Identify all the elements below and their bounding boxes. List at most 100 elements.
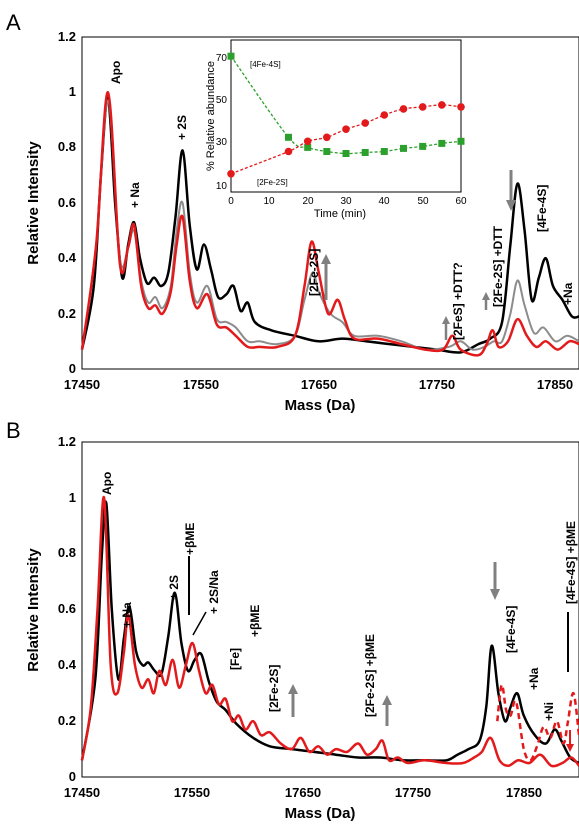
inset-chart: 10 30 50 70 0 10 20 30 40 50 60 Time (mi… [205,39,467,220]
inset-point-green [361,149,369,156]
annotation-apo: Apo [109,61,123,84]
panel-b-y-ticks: 0 0.2 0.4 0.6 0.8 1 1.2 [58,434,77,784]
annotation-2fes-dtt: [2FeS] +DTT? [451,262,465,340]
inset-point-red [323,133,331,142]
panel-b-ytick: 1 [69,490,76,505]
panel-b-series-black-0 [80,500,579,765]
inset-point-green [438,139,446,147]
annotation-2fe-2s: [2Fe-2S] [307,249,321,296]
inset-ylabel: % Relative abundance [205,61,217,171]
inset-xtick: 10 [263,196,275,207]
inset-xtick: 30 [340,196,352,207]
annotation-2fe-2s-b: [2Fe-2S] [267,665,281,712]
inset-xtick: 20 [302,196,314,207]
panel-a-series [80,91,579,357]
up-arrow-icon [382,695,392,726]
panel-b-xtick: 17450 [64,785,100,800]
inset-point-green [400,144,407,152]
annotation-apo-b: Apo [100,472,114,495]
annotation-ni: +Ni [542,702,556,721]
panel-b-ytick: 0.6 [58,601,76,616]
panel-b-ytick: 0.4 [58,657,77,672]
inset-point-red [418,103,427,111]
down-arrow-icon [506,170,516,211]
panel-b-series-red-1 [80,496,579,768]
panel-b-series-red-dashed-2 [496,683,579,762]
panel-a-series-red-2 [80,91,579,357]
panel-a-ytick: 0.6 [58,195,76,210]
inset-point-green [227,52,235,60]
inset-xtick: 60 [455,196,467,207]
panel-b-xlabel: Mass (Da) [285,805,356,822]
inset-frame [230,39,462,193]
inset-point-green [342,150,350,157]
inset-point-red [284,147,293,156]
inset-point-red [342,125,350,133]
inset-xtick: 0 [228,196,234,207]
panel-a-xtick: 17650 [301,377,337,392]
panel-b-series [80,496,579,768]
inset-point-green [457,137,465,145]
panel-a-ylabel: Relative Intensity [25,141,42,265]
panel-a-ytick: 0.2 [58,306,76,321]
inset-ytick: 30 [216,137,228,148]
panel-b-ytick: 1.2 [58,434,76,449]
panel-b-xtick: 17550 [174,785,210,800]
inset-point-green [304,143,312,151]
up-arrow-icon [482,292,490,310]
annotation-na: + Na [128,182,142,208]
panel-a-letter: A [6,10,21,35]
inset-point-red [399,105,408,113]
inset-xlabel: Time (min) [314,208,366,220]
panel-a: A 0 0.2 0.4 0.6 0.8 1 1.2 17450 17550 17… [6,10,579,414]
inset-series [227,52,465,178]
inset-xtick: 40 [378,196,390,207]
annotation-4fe-4s-b: [4Fe-4S] [504,606,518,653]
panel-b-x-ticks: 17450 17550 17650 17750 17850 [64,785,542,800]
down-arrow-icon [566,730,574,752]
panel-b-plot-frame [81,441,579,778]
panel-a-ytick: 0.8 [58,139,76,154]
panel-a-ytick: 0.4 [58,250,77,265]
annotation-4fe-4s-bme: [4Fe-4S] +βME [564,521,578,604]
panel-b: B 0 0.2 0.4 0.6 0.8 1 1.2 17450 17550 17… [6,418,579,822]
inset-point-green [380,148,388,155]
inset-point-red [303,137,312,146]
annotation-2fe-2s-bme: [2Fe-2S] +βME [363,634,377,717]
annotation-2fe-2s-dtt: [2Fe-2S] +DTT [491,225,505,307]
inset-point-green [323,148,331,155]
panel-a-xlabel: Mass (Da) [285,397,356,414]
panel-b-xtick: 17750 [395,785,431,800]
panel-a-plot-frame [81,36,579,370]
annotation-2s-b: + 2S [167,575,181,600]
panel-b-ytick: 0.8 [58,545,76,560]
down-arrow-icon [490,562,500,600]
panel-b-xtick: 17850 [506,785,542,800]
panel-a-y-ticks: 0 0.2 0.4 0.6 0.8 1 1.2 [58,29,77,376]
panel-a-x-ticks: 17450 17550 17650 17750 17850 [64,377,573,392]
annotation-bme-2: +βME [248,605,262,637]
annotation-2s-na-b: + 2S/Na [207,570,221,614]
panel-a-xtick: 17450 [64,377,100,392]
annotation-na-b: + Na [120,602,134,628]
inset-ytick: 70 [216,53,228,64]
up-arrow-icon [442,316,450,340]
inset-xtick: 50 [417,196,429,207]
inset-point-green [419,142,427,150]
panel-b-xtick: 17650 [285,785,321,800]
panel-a-ytick: 0 [69,361,76,376]
annotation-2s: + 2S [175,115,189,140]
panel-b-ytick: 0 [69,769,76,784]
inset-point-green [285,133,292,141]
annotation-4fe-4s: [4Fe-4S] [535,185,549,232]
up-arrow-icon [288,684,298,717]
panel-a-xtick: 17550 [183,377,219,392]
annotation-na-2: +Na [561,282,575,305]
panel-b-ylabel: Relative Intensity [25,548,42,672]
panel-b-ytick: 0.2 [58,713,76,728]
inset-point-red [361,119,370,127]
up-arrow-icon [321,254,331,300]
inset-ytick: 10 [216,181,228,192]
panel-a-ytick: 1.2 [58,29,76,44]
